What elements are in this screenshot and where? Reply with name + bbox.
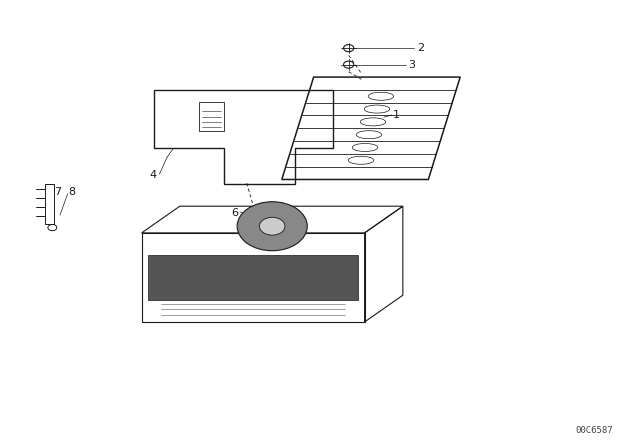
Text: 00C6587: 00C6587 bbox=[575, 426, 613, 435]
Text: 6: 6 bbox=[231, 208, 238, 218]
Text: 1: 1 bbox=[394, 110, 400, 120]
Text: 3: 3 bbox=[408, 60, 415, 69]
Text: 5: 5 bbox=[268, 215, 275, 225]
Text: 8: 8 bbox=[68, 187, 76, 197]
Circle shape bbox=[237, 202, 307, 251]
Bar bbox=[148, 255, 358, 300]
Bar bbox=[199, 102, 225, 130]
Circle shape bbox=[259, 217, 285, 235]
Text: 4: 4 bbox=[150, 170, 157, 180]
Text: 7: 7 bbox=[54, 187, 61, 197]
Text: 2: 2 bbox=[417, 43, 424, 53]
